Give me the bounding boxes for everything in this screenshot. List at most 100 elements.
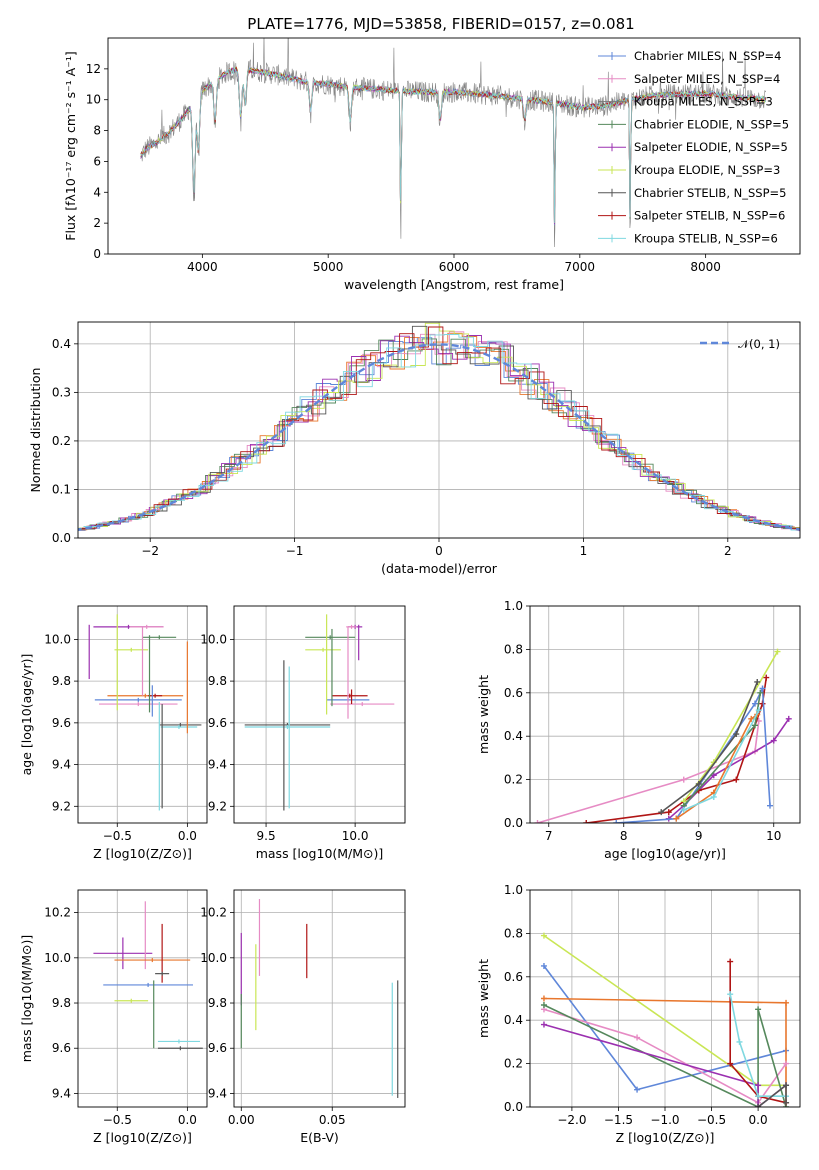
- x-tick-label: 7: [545, 829, 553, 843]
- x-tick-label: 10.0: [342, 829, 369, 843]
- y-tick-label: 1.0: [504, 599, 523, 613]
- y-tick-label: 0.2: [504, 773, 523, 787]
- y-tick-label: 9.8: [52, 996, 71, 1010]
- errorbar-point: [157, 1039, 200, 1044]
- axes-spectrum: 4000 5000 6000 7000 8000 0 2 4 6 8 10 12 wavelength …: [63, 37, 801, 292]
- y-tick-label: 9.4: [52, 758, 71, 772]
- weight-marker: [540, 962, 547, 969]
- weight-marker: [757, 689, 764, 696]
- weight-marker: [583, 820, 590, 823]
- errorbar-point: [305, 635, 356, 640]
- y-tick-label: 0.4: [504, 1013, 523, 1027]
- y-tick-label: 10: [86, 93, 101, 107]
- weight-marker: [727, 1060, 734, 1067]
- x-tick-label: 5000: [313, 260, 344, 274]
- weight-marker: [634, 1086, 641, 1093]
- x-tick-label: 9.5: [257, 829, 276, 843]
- x-tick-label: −0.5: [697, 1113, 726, 1127]
- x-tick-label: 0.0: [178, 1113, 197, 1127]
- errorbar-point: [103, 982, 193, 987]
- plot-area-age_vs_Z: [88, 614, 202, 811]
- axes-mass_vs_ebv: 0.00 0.05 9.4 9.6 9.8 10.0 10.2 E(B-V): [200, 889, 406, 1145]
- y-tick-label: 0.8: [504, 642, 523, 656]
- weight-marker: [665, 809, 672, 816]
- axes-age_vs_Z: −0.5 0.0 9.2 9.4 9.6 9.8 10.0 Z [log10(Z/Z⊙)] ag…: [19, 605, 208, 861]
- axes-mass_vs_Z: −0.5 0.0 9.4 9.6 9.8 10.0 10.2 Z [log10(Z/Z⊙)] m…: [19, 889, 208, 1145]
- y-tick-label: 10.0: [200, 632, 227, 646]
- axes-weight_vs_age: 7 8 9 10 0.0 0.2 0.4 0.6 0.8 1.0 age [log10(age/yr…: [476, 599, 801, 861]
- y-tick-label: 0.2: [52, 434, 71, 448]
- errorbar-point: [244, 725, 331, 730]
- spectrum-series-line: [140, 66, 767, 224]
- weight-marker: [695, 780, 702, 787]
- legend-label: Kroupa ELODIE, N_SSP=3: [634, 163, 780, 177]
- weight-marker: [774, 648, 781, 655]
- errorbar-point: [107, 693, 184, 698]
- weight-marker: [540, 995, 547, 1002]
- y-tick-label: 0.8: [504, 926, 523, 940]
- errorbar-point: [114, 998, 149, 1003]
- y-tick-label: 0.6: [504, 686, 523, 700]
- y-tick-label: 4: [93, 185, 101, 199]
- x-tick-label: 4000: [187, 260, 218, 274]
- errorbar-point: [331, 693, 368, 698]
- plot-area-weight_vs_Z: [540, 932, 790, 1107]
- y-tick-label: 0.1: [52, 482, 71, 496]
- y-tick-label: 0.3: [52, 385, 71, 399]
- y-tick-label: 9.8: [208, 674, 227, 688]
- weight-marker: [755, 1104, 762, 1107]
- x-tick-label: 9: [695, 829, 703, 843]
- errorbar-point: [94, 697, 182, 702]
- histogram-series: [81, 326, 800, 529]
- x-tick-label: 2: [724, 544, 732, 558]
- axes-frame: [233, 605, 406, 824]
- y-tick-label: 2: [93, 216, 101, 230]
- histogram-series: [80, 325, 800, 530]
- y-tick-label: 8: [93, 124, 101, 138]
- y-tick-label: 0.0: [504, 1100, 523, 1114]
- errorbar-point: [93, 937, 153, 970]
- weight-marker: [736, 1038, 743, 1045]
- legend-label: Salpeter MILES, N_SSP=4: [634, 72, 780, 86]
- y-tick-label: 10.0: [44, 632, 71, 646]
- x-axis-label: age [log10(age/yr)]: [604, 846, 726, 861]
- weight-marker: [767, 802, 773, 809]
- x-tick-label: 6000: [439, 260, 470, 274]
- weight-marker: [540, 932, 547, 939]
- x-axis-label: (data-model)/error: [381, 561, 498, 576]
- y-axis-label: mass weight: [476, 675, 491, 754]
- x-tick-label: −1.0: [650, 1113, 679, 1127]
- errorbar-point: [330, 702, 395, 707]
- x-axis-label: wavelength [Angstrom, rest frame]: [344, 277, 564, 292]
- weight-marker: [534, 820, 541, 823]
- y-tick-label: 9.4: [208, 758, 227, 772]
- plot-area-age_vs_mass: [244, 614, 395, 811]
- weight-marker: [759, 685, 766, 692]
- axes-frame: [107, 37, 801, 255]
- y-tick-label: 9.6: [208, 1041, 227, 1055]
- y-tick-label: 0: [93, 247, 101, 261]
- weight-marker: [755, 1006, 762, 1013]
- y-tick-label: 10.0: [200, 951, 227, 965]
- weight-marker: [748, 715, 755, 722]
- axes-frame: [77, 889, 208, 1108]
- x-tick-label: 10: [766, 829, 781, 843]
- histogram-series: [78, 337, 800, 531]
- axes-age_vs_mass: 9.5 10.0 9.2 9.4 9.6 9.8 10.0 mass [log10(M/M⊙)…: [200, 605, 406, 861]
- plot-area-spectrum: [140, 38, 767, 248]
- errorbar-point: [99, 702, 178, 707]
- y-tick-label: 1.0: [504, 883, 523, 897]
- x-tick-label: −0.5: [103, 1113, 132, 1127]
- errorbar-point: [142, 635, 177, 640]
- x-axis-label: Z [log10(Z/Z⊙)]: [93, 1130, 192, 1145]
- weight-marker: [658, 809, 665, 816]
- weight-marker: [733, 776, 740, 783]
- x-tick-label: −1.5: [604, 1113, 633, 1127]
- x-axis-label: Z [log10(Z/Z⊙)]: [93, 846, 192, 861]
- y-tick-label: 9.4: [52, 1086, 71, 1100]
- y-tick-label: 9.6: [208, 716, 227, 730]
- plot-area-weight_vs_age: [534, 648, 792, 823]
- weight-marker: [680, 776, 687, 783]
- y-tick-label: 0.4: [504, 729, 523, 743]
